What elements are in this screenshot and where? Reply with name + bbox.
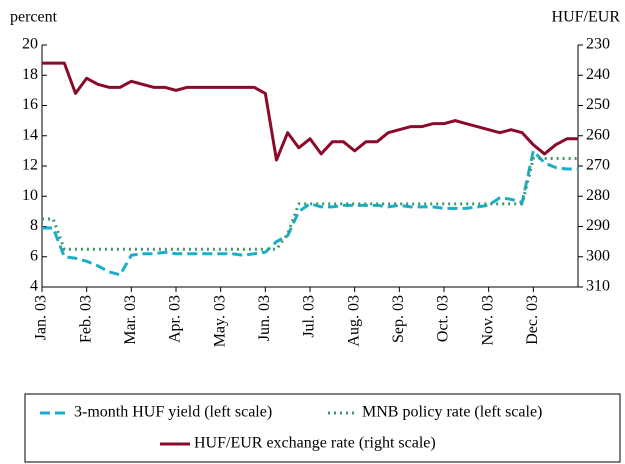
y2-tick-label: 280 (586, 187, 610, 204)
legend-label: MNB policy rate (left scale) (362, 404, 542, 421)
y2-tick-label: 300 (586, 247, 610, 264)
y-tick-label: 16 (22, 96, 38, 113)
y-tick-label: 6 (30, 247, 38, 264)
x-tick-label: Mar. 03 (122, 295, 139, 345)
legend-label: HUF/EUR exchange rate (right scale) (194, 435, 436, 452)
x-tick-label: Jul. 03 (301, 295, 318, 338)
y-tick-label: 14 (22, 126, 38, 143)
y-tick-label: 8 (30, 217, 38, 234)
y2-tick-label: 230 (586, 36, 610, 53)
x-tick-label: Jun. 03 (256, 295, 273, 341)
x-tick-label: Feb. 03 (77, 295, 94, 343)
y-tick-label: 4 (30, 278, 38, 295)
y-axis-label: percent (10, 9, 58, 26)
y2-tick-label: 310 (586, 278, 610, 295)
legend-box (24, 393, 621, 463)
x-tick-label: Apr. 03 (167, 295, 184, 343)
y-tick-label: 12 (22, 157, 38, 174)
y-tick-label: 20 (22, 36, 38, 53)
y2-tick-label: 290 (586, 217, 610, 234)
x-tick-label: Oct. 03 (435, 295, 452, 342)
y-tick-label: 18 (22, 66, 38, 83)
y2-tick-label: 260 (586, 126, 610, 143)
y2-tick-label: 270 (586, 157, 610, 174)
series-line (42, 156, 578, 251)
x-tick-label: Jan. 03 (33, 295, 50, 340)
y-tick-label: 10 (22, 187, 38, 204)
series-line (42, 61, 578, 162)
series-line (42, 149, 578, 277)
x-tick-label: Dec. 03 (524, 295, 541, 345)
y2-tick-label: 250 (586, 96, 610, 113)
x-tick-label: Aug. 03 (345, 295, 362, 347)
x-tick-label: Nov. 03 (479, 295, 496, 346)
legend-label: 3-month HUF yield (left scale) (74, 404, 272, 421)
x-tick-label: Sep. 03 (390, 295, 407, 343)
x-tick-label: May. 03 (211, 295, 228, 347)
y2-axis-label: HUF/EUR (552, 9, 621, 26)
y2-tick-label: 240 (586, 66, 610, 83)
